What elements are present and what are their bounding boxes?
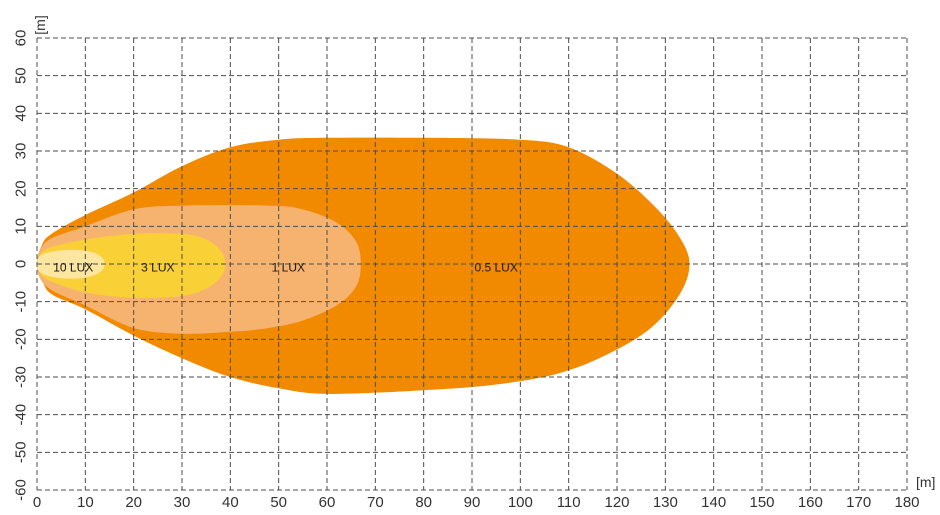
x-tick-label: 30 (174, 494, 191, 511)
y-axis-ticks: -60 -50 -40 -30 -20 -10 0 10 20 30 40 50 60 (12, 30, 29, 501)
isolux-zones (37, 137, 690, 394)
x-tick-label: 70 (367, 494, 384, 511)
y-tick-label: -30 (13, 366, 30, 388)
x-tick-label: 180 (894, 494, 919, 511)
zone-label-0: 0.5 LUX (474, 261, 517, 275)
x-tick-label: 110 (557, 494, 581, 511)
zone-label-2: 3 LUX (141, 261, 174, 275)
x-tick-label: 60 (319, 494, 336, 511)
x-tick-label: 160 (798, 494, 823, 511)
x-axis-ticks: 0 10 20 30 40 50 60 70 80 90 100 110 120 130 140 150 160… (33, 494, 920, 511)
x-tick-label: 130 (653, 494, 678, 511)
y-tick-label: 40 (13, 105, 30, 122)
x-tick-label: 100 (508, 494, 533, 511)
y-tick-label: -20 (13, 328, 30, 350)
y-tick-label: -40 (12, 404, 29, 426)
y-tick-label: 0 (13, 260, 30, 268)
x-tick-label: 150 (749, 494, 774, 511)
y-tick-label: 30 (13, 143, 30, 160)
x-tick-label: 120 (604, 494, 629, 511)
x-tick-label: 50 (270, 494, 287, 511)
x-tick-label: 20 (125, 494, 142, 511)
x-tick-label: 90 (464, 494, 481, 511)
chart-grid (36, 37, 908, 491)
zone-label-3: 10 LUX (53, 261, 93, 275)
y-tick-label: -10 (12, 291, 29, 313)
x-axis-unit: [m] (916, 474, 935, 490)
zone-label-1: 1 LUX (272, 261, 305, 275)
x-tick-label: 140 (701, 494, 726, 511)
y-axis-unit: [m] (32, 15, 48, 34)
y-tick-label: -50 (13, 441, 30, 463)
x-tick-label: 170 (846, 494, 871, 511)
x-tick-label: 80 (415, 494, 432, 511)
y-tick-label: 10 (13, 218, 30, 235)
x-tick-label: 10 (77, 494, 94, 511)
y-tick-label: 20 (12, 180, 29, 197)
zone-labels: 0.5 LUX 1 LUX 3 LUX 10 LUX (53, 261, 518, 275)
y-tick-label: 60 (13, 30, 30, 47)
x-tick-label: 40 (222, 494, 239, 511)
y-tick-label: -60 (13, 479, 30, 501)
y-tick-label: 50 (12, 67, 29, 84)
isolux-zone-2 (37, 233, 226, 299)
x-tick-label: 0 (33, 494, 41, 511)
